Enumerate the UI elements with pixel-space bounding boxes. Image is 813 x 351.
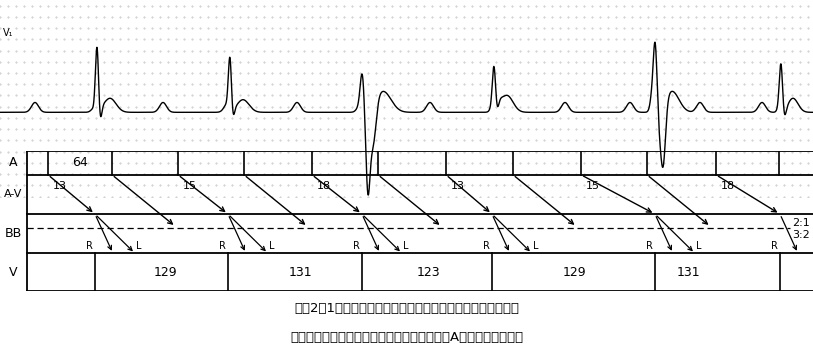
Text: 131: 131 bbox=[288, 266, 312, 279]
Text: V₁: V₁ bbox=[3, 28, 14, 38]
Text: 15: 15 bbox=[183, 181, 197, 191]
Text: A: A bbox=[9, 156, 17, 170]
Text: 123: 123 bbox=[416, 266, 440, 279]
Text: 129: 129 bbox=[562, 266, 586, 279]
Text: A-V: A-V bbox=[4, 190, 22, 199]
Text: 18: 18 bbox=[721, 181, 735, 191]
Text: BB: BB bbox=[4, 227, 22, 240]
Text: 64: 64 bbox=[72, 156, 88, 170]
Text: L: L bbox=[696, 241, 702, 251]
Text: 131: 131 bbox=[676, 266, 700, 279]
Text: R: R bbox=[219, 241, 225, 251]
Text: 13: 13 bbox=[53, 181, 67, 191]
Text: R: R bbox=[646, 241, 653, 251]
Text: L: L bbox=[533, 241, 539, 251]
Text: L: L bbox=[403, 241, 409, 251]
Text: L: L bbox=[137, 241, 141, 251]
Text: 129: 129 bbox=[153, 266, 176, 279]
Text: 显示2：1传导的二度房室传导阻滞，功能性双束支阻滞（左、: 显示2：1传导的二度房室传导阻滞，功能性双束支阻滞（左、 bbox=[294, 302, 519, 314]
Text: V: V bbox=[9, 266, 17, 279]
Text: 右束支由不同程度传导延缓引起）、左束支内A型交替性文氏周期: 右束支由不同程度传导延缓引起）、左束支内A型交替性文氏周期 bbox=[290, 331, 523, 344]
Text: R: R bbox=[771, 241, 777, 251]
Text: 13: 13 bbox=[451, 181, 465, 191]
Text: R: R bbox=[483, 241, 489, 251]
Text: 18: 18 bbox=[317, 181, 331, 191]
Text: 2:1: 2:1 bbox=[792, 218, 810, 227]
Text: R: R bbox=[85, 241, 93, 251]
Text: 3:2: 3:2 bbox=[792, 230, 810, 240]
Text: 15: 15 bbox=[586, 181, 600, 191]
Text: L: L bbox=[269, 241, 275, 251]
Text: R: R bbox=[353, 241, 359, 251]
